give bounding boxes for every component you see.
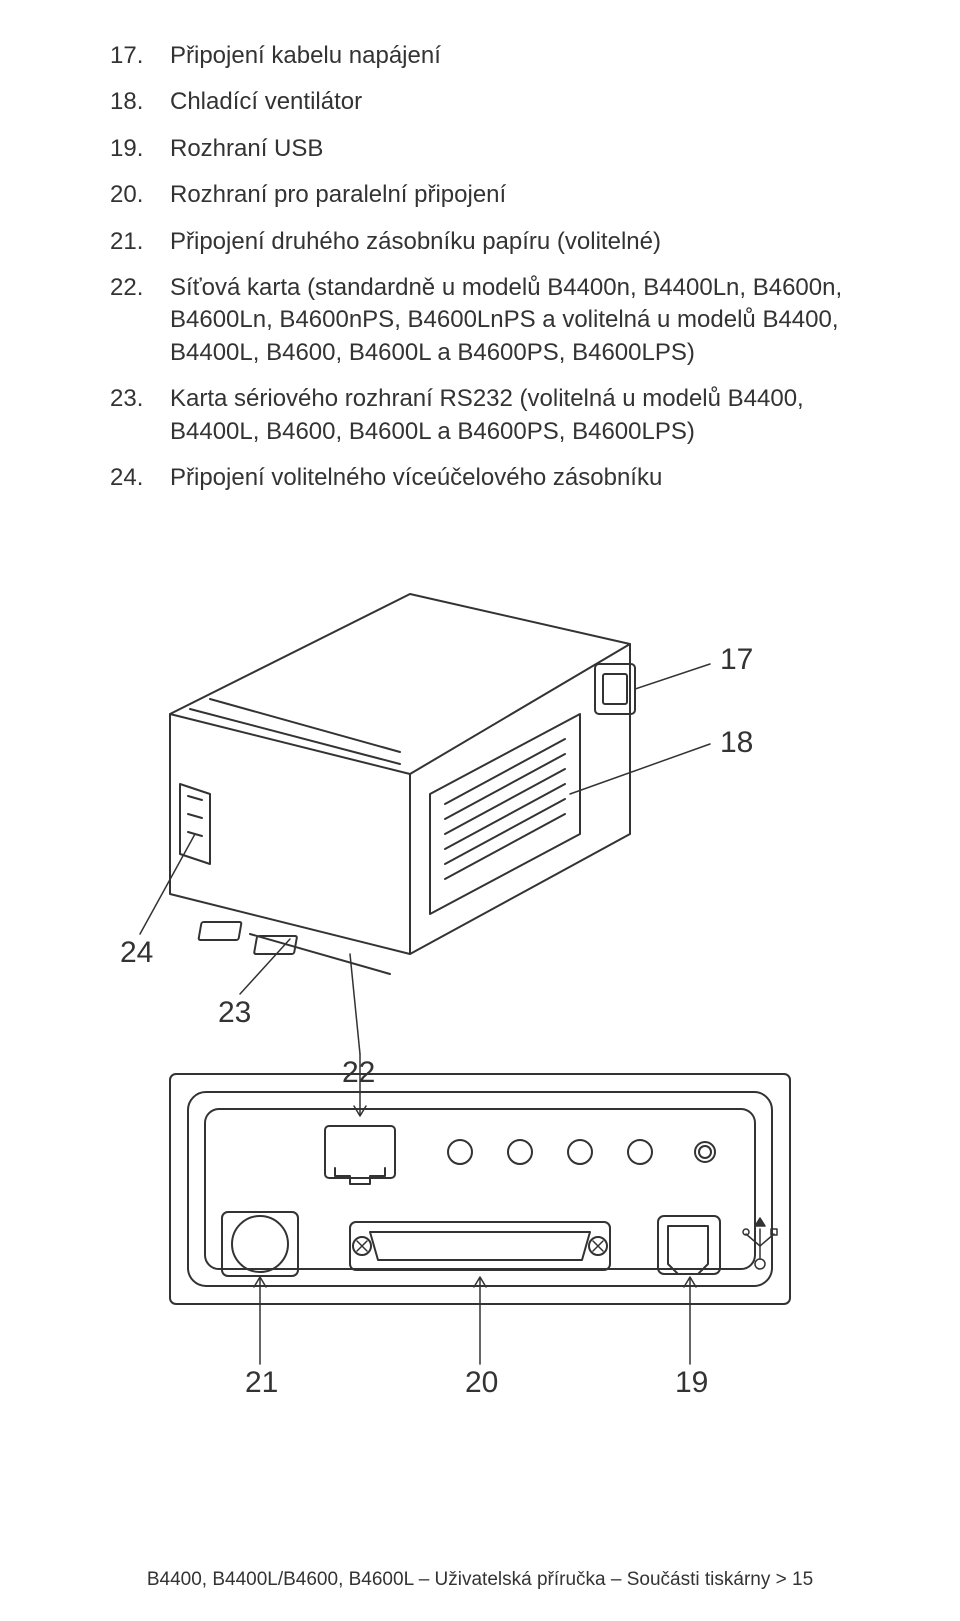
list-text: Karta sériového rozhraní RS232 (voliteln… (170, 383, 850, 448)
page: 17. Připojení kabelu napájení 18. Chladí… (0, 0, 960, 1621)
list-item: 20. Rozhraní pro paralelní připojení (110, 179, 850, 211)
callout-20: 20 (465, 1366, 498, 1394)
list-item: 18. Chladící ventilátor (110, 86, 850, 118)
list-text: Připojení kabelu napájení (170, 40, 850, 72)
list-item: 17. Připojení kabelu napájení (110, 40, 850, 72)
callout-18: 18 (720, 726, 753, 759)
numbered-list: 17. Připojení kabelu napájení 18. Chladí… (110, 40, 850, 494)
callout-22: 22 (342, 1056, 375, 1089)
list-number: 23. (110, 383, 170, 448)
callout-21: 21 (245, 1366, 278, 1394)
list-number: 24. (110, 462, 170, 494)
callout-23: 23 (218, 996, 251, 1029)
callout-labels: 17 18 24 23 22 21 20 19 (120, 643, 753, 1394)
diagram-svg: 17 18 24 23 22 21 20 19 (110, 534, 850, 1394)
list-text: Chladící ventilátor (170, 86, 850, 118)
list-number: 18. (110, 86, 170, 118)
page-footer: B4400, B4400L/B4600, B4600L – Uživatelsk… (0, 1569, 960, 1591)
list-text: Připojení druhého zásobníku papíru (voli… (170, 226, 850, 258)
callout-17: 17 (720, 643, 753, 676)
list-number: 20. (110, 179, 170, 211)
callout-19: 19 (675, 1366, 708, 1394)
list-item: 23. Karta sériového rozhraní RS232 (voli… (110, 383, 850, 448)
list-item: 19. Rozhraní USB (110, 133, 850, 165)
list-text: Rozhraní pro paralelní připojení (170, 179, 850, 211)
list-text: Rozhraní USB (170, 133, 850, 165)
callout-24: 24 (120, 936, 153, 969)
list-number: 22. (110, 272, 170, 369)
printer-diagram: 17 18 24 23 22 21 20 19 (110, 534, 850, 1394)
list-item: 21. Připojení druhého zásobníku papíru (… (110, 226, 850, 258)
list-number: 17. (110, 40, 170, 72)
list-number: 21. (110, 226, 170, 258)
list-text: Síťová karta (standardně u modelů B4400n… (170, 272, 850, 369)
list-item: 22. Síťová karta (standardně u modelů B4… (110, 272, 850, 369)
list-number: 19. (110, 133, 170, 165)
list-text: Připojení volitelného víceúčelového záso… (170, 462, 850, 494)
list-item: 24. Připojení volitelného víceúčelového … (110, 462, 850, 494)
